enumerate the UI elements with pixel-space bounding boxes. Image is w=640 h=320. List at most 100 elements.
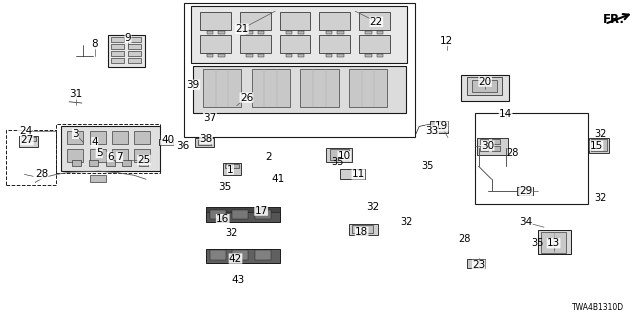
Bar [252,69,290,107]
Text: 35: 35 [332,156,344,167]
Bar [134,149,150,162]
Bar [112,149,128,162]
Bar [340,169,365,179]
Ellipse shape [267,114,284,122]
Bar [89,160,98,166]
Text: 32: 32 [594,129,607,139]
Ellipse shape [176,145,185,149]
Text: 12: 12 [440,36,453,46]
Bar [218,31,225,34]
Bar [480,146,488,151]
Bar [298,54,304,57]
Ellipse shape [189,84,198,88]
Bar [286,31,292,34]
Text: 13: 13 [547,238,560,248]
Bar [128,44,141,49]
Bar [359,12,390,30]
Text: 43: 43 [232,275,244,285]
Ellipse shape [218,186,230,191]
Ellipse shape [419,129,436,137]
Text: 28: 28 [35,169,48,180]
Bar [193,66,406,113]
Bar [232,250,248,260]
Bar [218,54,225,57]
Text: 32: 32 [400,217,413,228]
Ellipse shape [454,237,467,244]
Bar [467,77,502,95]
Text: 32: 32 [594,193,607,203]
Bar [111,51,124,56]
Text: 3: 3 [72,129,79,139]
Bar [255,210,271,219]
Bar [467,259,485,268]
Bar [349,224,378,235]
Bar [128,37,141,42]
Text: 1: 1 [227,164,234,175]
Ellipse shape [132,208,147,214]
Bar [365,31,372,34]
Text: 23: 23 [472,260,485,270]
Text: 14: 14 [499,108,512,119]
Text: 11: 11 [352,169,365,180]
Text: 18: 18 [355,227,368,237]
Polygon shape [261,149,278,163]
Bar [106,160,115,166]
Bar [377,54,383,57]
Bar [198,140,211,145]
Ellipse shape [420,164,431,169]
Bar [108,35,145,67]
Ellipse shape [506,150,518,156]
Bar [359,35,390,53]
Bar [480,139,488,144]
Bar [477,138,508,155]
Bar [337,54,344,57]
Text: 20: 20 [479,76,492,87]
Bar [319,35,350,53]
Bar [200,35,231,53]
Polygon shape [76,45,99,70]
Text: 2: 2 [266,152,272,162]
Text: 16: 16 [216,214,229,224]
Text: 9: 9 [125,33,131,43]
Bar [492,139,500,144]
Bar [352,225,373,233]
Bar [21,137,28,141]
Text: 5: 5 [96,148,102,158]
Bar [159,139,173,145]
Text: 30: 30 [481,140,494,151]
Text: 36: 36 [176,140,189,151]
Ellipse shape [125,205,154,217]
Ellipse shape [231,278,243,284]
Text: 41: 41 [272,173,285,184]
Text: 35: 35 [531,238,544,248]
Ellipse shape [22,172,35,179]
Bar [210,250,226,260]
Ellipse shape [442,45,452,49]
Ellipse shape [184,82,202,90]
Polygon shape [109,173,133,179]
Bar [203,69,241,107]
Text: 29: 29 [520,186,532,196]
Ellipse shape [593,194,604,199]
Ellipse shape [522,226,530,229]
Bar [240,35,271,53]
Ellipse shape [397,219,409,224]
Bar [517,187,533,195]
Text: 24: 24 [19,125,32,136]
Ellipse shape [26,205,54,217]
Bar [207,31,213,34]
Text: 38: 38 [200,134,212,144]
Ellipse shape [69,100,82,105]
Bar [349,69,387,107]
Bar [184,3,415,137]
Text: 37: 37 [204,113,216,123]
Ellipse shape [32,208,47,214]
Ellipse shape [172,143,189,151]
Bar [225,164,232,168]
Text: 17: 17 [255,205,268,216]
Bar [461,75,509,101]
Bar [195,138,214,147]
Bar [377,31,383,34]
Bar [61,126,160,171]
Text: 28: 28 [506,148,518,158]
